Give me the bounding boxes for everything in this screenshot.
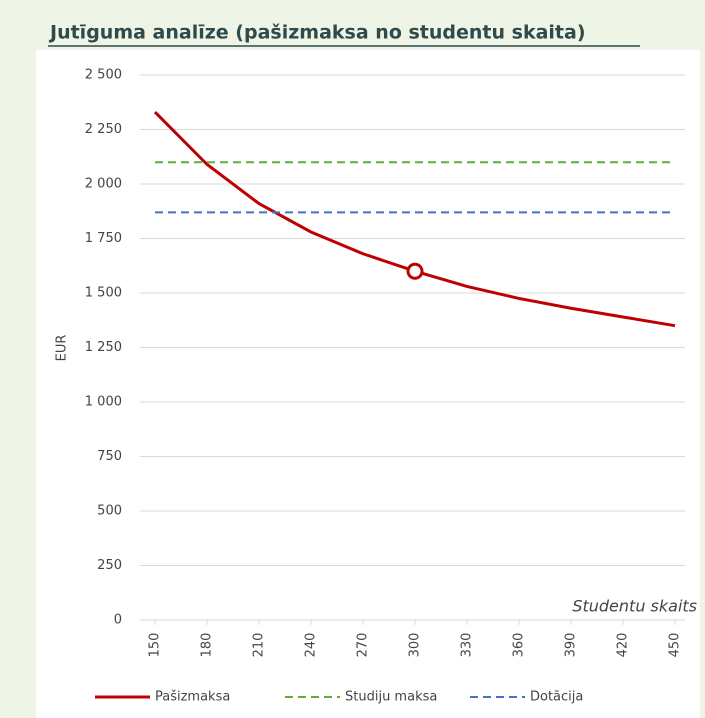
x-tick-label: 150 (148, 633, 163, 658)
x-tick-label: 360 (512, 633, 527, 658)
legend-label: Dotācija (530, 690, 583, 705)
y-axis-label: EUR (55, 335, 70, 362)
y-tick-label: 1 500 (85, 286, 122, 301)
x-tick-label: 330 (460, 633, 475, 658)
y-tick-label: 2 250 (85, 122, 122, 137)
y-tick-label: 2 000 (85, 177, 122, 192)
legend-label: Studiju maksa (345, 690, 437, 705)
x-tick-label: 240 (304, 633, 319, 658)
y-tick-label: 250 (97, 558, 122, 573)
x-tick-label: 180 (200, 633, 215, 658)
y-tick-label: 500 (97, 504, 122, 519)
x-axis-label: Studentu skaits (572, 597, 697, 616)
x-tick-label: 450 (668, 633, 683, 658)
x-tick-label: 300 (408, 633, 423, 658)
x-tick-label: 390 (564, 633, 579, 658)
legend-label: Pašizmaksa (155, 690, 230, 705)
y-tick-label: 0 (114, 613, 122, 628)
y-tick-label: 2 500 (85, 68, 122, 83)
y-tick-label: 750 (97, 449, 122, 464)
x-tick-label: 270 (356, 633, 371, 658)
chart-title: Jutīguma analīze (pašizmaksa no studentu… (48, 22, 586, 44)
x-tick-label: 420 (616, 633, 631, 658)
y-tick-label: 1 750 (85, 231, 122, 246)
x-tick-label: 210 (252, 633, 267, 658)
highlight-marker (406, 262, 424, 280)
y-tick-label: 1 250 (85, 340, 122, 355)
plot-background (36, 50, 700, 718)
y-tick-label: 1 000 (85, 395, 122, 410)
